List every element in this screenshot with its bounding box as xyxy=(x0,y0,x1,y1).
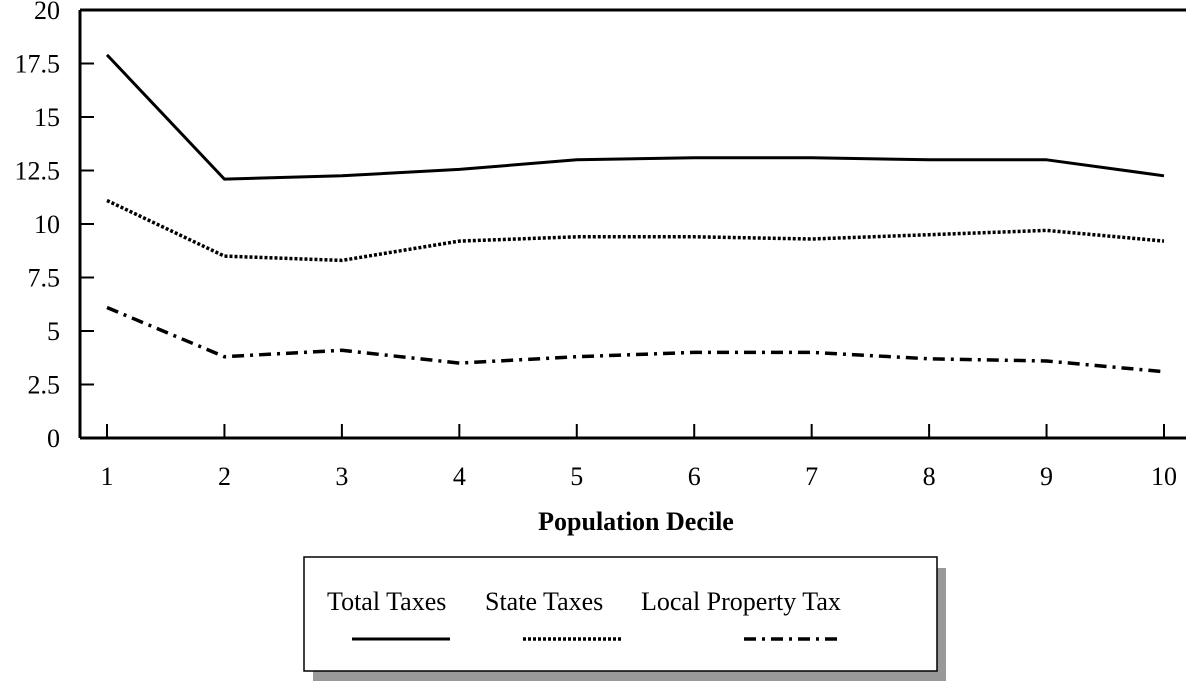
x-tick-label: 3 xyxy=(335,462,348,491)
x-tick-label: 1 xyxy=(101,462,114,491)
x-tick-label: 9 xyxy=(1040,462,1053,491)
x-tick-label: 2 xyxy=(218,462,231,491)
legend-label-local-property-tax: Local Property Tax xyxy=(641,587,841,616)
x-tick-label: 6 xyxy=(688,462,701,491)
x-tick-label: 5 xyxy=(570,462,583,491)
series-lines xyxy=(105,53,1165,374)
legend: Total Taxes State Taxes Local Property Tax xyxy=(303,556,946,681)
series-line-local-property-tax xyxy=(106,305,1165,374)
legend-box xyxy=(303,556,938,672)
legend-label-total-taxes: Total Taxes xyxy=(327,587,446,616)
y-tick-label: 2.5 xyxy=(28,371,61,400)
series-line-state-taxes xyxy=(106,198,1165,263)
legend-items: Total Taxes State Taxes Local Property Tax xyxy=(327,587,842,641)
x-tick-label: 8 xyxy=(923,462,936,491)
series-line-total-taxes xyxy=(105,53,1165,181)
y-tick-label: 20 xyxy=(34,0,60,25)
y-tick-label: 12.5 xyxy=(15,157,61,186)
x-ticks: 1 2 3 4 5 6 7 8 9 10 xyxy=(101,424,1177,491)
y-tick-label: 0 xyxy=(47,424,60,453)
y-tick-label: 15 xyxy=(34,103,60,132)
legend-label-state-taxes: State Taxes xyxy=(485,587,603,616)
y-tick-label: 17.5 xyxy=(15,50,61,79)
plot-frame xyxy=(78,8,1186,440)
x-axis-title: Population Decile xyxy=(538,507,734,536)
y-tick-label: 5 xyxy=(47,317,60,346)
y-tick-label: 10 xyxy=(34,210,60,239)
x-tick-label: 10 xyxy=(1151,462,1177,491)
y-tick-label: 7.5 xyxy=(28,264,61,293)
y-ticks: 0 2.5 5 7.5 10 12.5 15 17.5 20 xyxy=(15,0,94,453)
x-tick-label: 7 xyxy=(805,462,818,491)
x-tick-label: 4 xyxy=(453,462,466,491)
